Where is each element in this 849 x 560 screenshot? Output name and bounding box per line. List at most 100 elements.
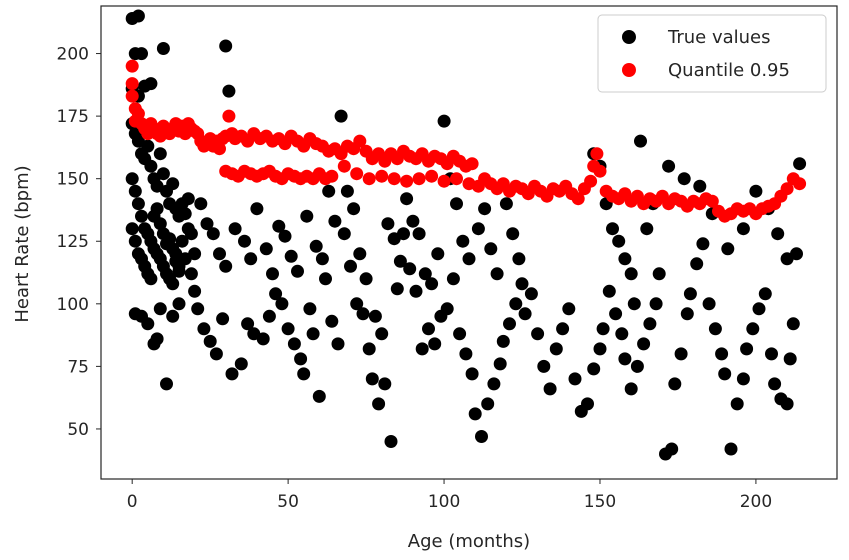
true-value-point [624, 267, 638, 281]
true-value-point [294, 352, 308, 366]
true-value-point [587, 362, 601, 376]
true-value-point [153, 302, 167, 316]
true-value-point [471, 222, 485, 236]
true-value-point [537, 359, 551, 373]
true-value-point [702, 297, 716, 311]
true-value-point [630, 359, 644, 373]
true-value-point [771, 227, 785, 241]
true-value-point [406, 214, 420, 228]
true-value-point [166, 177, 180, 191]
x-tick-label: 100 [428, 492, 460, 512]
true-value-point [446, 272, 460, 286]
true-value-point [219, 259, 233, 273]
true-value-point [752, 302, 766, 316]
true-value-point [581, 397, 594, 411]
true-value-point [475, 430, 488, 443]
true-value-point [141, 317, 155, 331]
true-value-point [160, 377, 173, 391]
true-value-point [350, 297, 364, 311]
y-tick-label: 200 [57, 45, 89, 65]
true-value-point [312, 389, 326, 403]
true-value-point [278, 229, 292, 243]
y-tick-label: 125 [57, 232, 89, 252]
true-value-point [275, 297, 289, 311]
true-value-point [637, 337, 651, 351]
true-value-point [606, 222, 619, 236]
true-value-point [309, 239, 323, 253]
true-value-point [362, 342, 376, 356]
true-value-point [425, 277, 439, 291]
true-value-point [780, 252, 794, 266]
true-value-point [266, 267, 279, 281]
true-value-point [596, 322, 610, 336]
true-value-point [131, 9, 145, 23]
quantile-point [362, 172, 376, 186]
true-value-point [549, 342, 563, 356]
quantile-point [793, 177, 807, 191]
true-value-point [465, 367, 479, 381]
true-value-point [337, 227, 351, 241]
true-value-point [135, 47, 148, 61]
true-value-point [153, 217, 167, 231]
true-value-point [683, 287, 697, 301]
true-value-point [297, 367, 311, 381]
true-value-point [736, 372, 750, 386]
true-value-point [412, 227, 426, 241]
true-value-point [593, 342, 607, 356]
true-value-point [652, 267, 666, 281]
y-tick-label: 150 [57, 170, 89, 190]
series-true-values [125, 9, 807, 461]
true-value-point [715, 347, 729, 361]
true-value-point [347, 202, 361, 216]
true-value-point [609, 307, 623, 321]
true-value-point [690, 257, 704, 271]
true-value-point [144, 159, 158, 173]
true-value-point [440, 302, 454, 316]
true-value-point [166, 242, 180, 256]
true-value-point [153, 147, 167, 161]
quantile-point [213, 142, 226, 156]
true-value-point [524, 287, 538, 301]
true-value-point [768, 377, 782, 391]
quantile-point [125, 89, 139, 103]
true-value-point [783, 352, 797, 366]
true-value-point [300, 209, 314, 223]
true-value-point [456, 234, 470, 248]
true-value-point [234, 357, 248, 371]
true-value-point [665, 442, 679, 456]
true-value-point [181, 192, 195, 206]
true-value-point [481, 397, 495, 411]
true-value-point [422, 322, 435, 336]
true-value-point [372, 397, 386, 411]
true-value-point [128, 184, 142, 198]
true-value-point [178, 207, 192, 221]
true-value-point [612, 234, 626, 248]
true-value-point [256, 332, 270, 346]
true-value-point [450, 197, 463, 211]
quantile-point [375, 169, 389, 183]
quantile-point [125, 77, 139, 91]
true-value-point [780, 397, 794, 411]
true-value-point [184, 267, 198, 281]
true-value-point [428, 337, 442, 351]
y-axis-label: Heart Rate (bpm) [12, 165, 33, 322]
quantile-point [353, 134, 367, 148]
true-value-point [696, 237, 710, 251]
true-value-point [144, 272, 158, 286]
quantile-point [593, 164, 607, 178]
quantile-point [337, 159, 351, 173]
quantile-point [412, 172, 426, 186]
quantile-point [571, 192, 585, 206]
true-value-point [306, 327, 320, 341]
true-value-point [615, 327, 629, 341]
true-value-point [562, 302, 576, 316]
true-value-point [250, 202, 264, 216]
true-value-point [724, 442, 738, 456]
true-value-point [618, 352, 632, 366]
x-tick-label: 50 [277, 492, 299, 512]
true-value-point [496, 334, 510, 348]
true-value-point [284, 249, 298, 263]
true-value-point [649, 297, 663, 311]
true-value-point [209, 347, 223, 361]
true-value-point [188, 284, 202, 298]
